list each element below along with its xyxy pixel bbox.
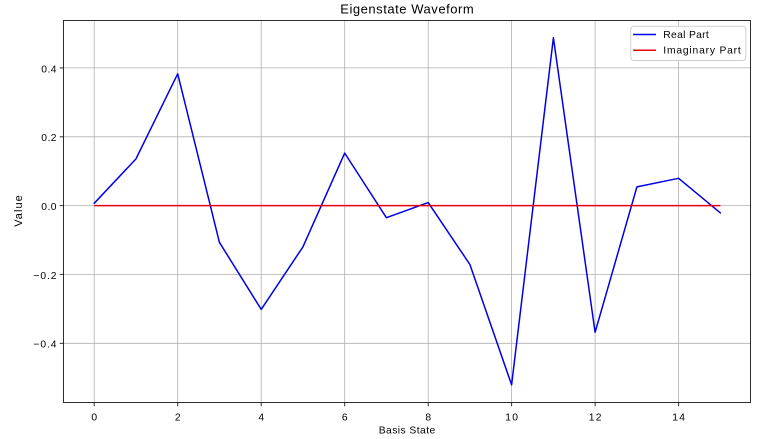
- svg-text:0.2: 0.2: [41, 133, 56, 144]
- svg-text:14: 14: [672, 413, 685, 424]
- svg-text:8: 8: [425, 413, 431, 424]
- svg-text:0.4: 0.4: [41, 64, 56, 75]
- svg-text:6: 6: [342, 413, 348, 424]
- svg-text:−0.4: −0.4: [33, 340, 56, 351]
- svg-text:2: 2: [175, 413, 181, 424]
- svg-text:10: 10: [505, 413, 518, 424]
- svg-text:12: 12: [589, 413, 602, 424]
- svg-text:Basis State: Basis State: [379, 426, 436, 437]
- svg-text:Imaginary Part: Imaginary Part: [663, 46, 741, 57]
- svg-text:4: 4: [258, 413, 264, 424]
- svg-text:Real Part: Real Part: [663, 30, 709, 41]
- svg-text:Eigenstate Waveform: Eigenstate Waveform: [340, 1, 474, 16]
- svg-text:0: 0: [91, 413, 97, 424]
- svg-text:Value: Value: [13, 195, 25, 227]
- svg-text:−0.2: −0.2: [33, 271, 56, 282]
- svg-text:0.0: 0.0: [41, 202, 56, 213]
